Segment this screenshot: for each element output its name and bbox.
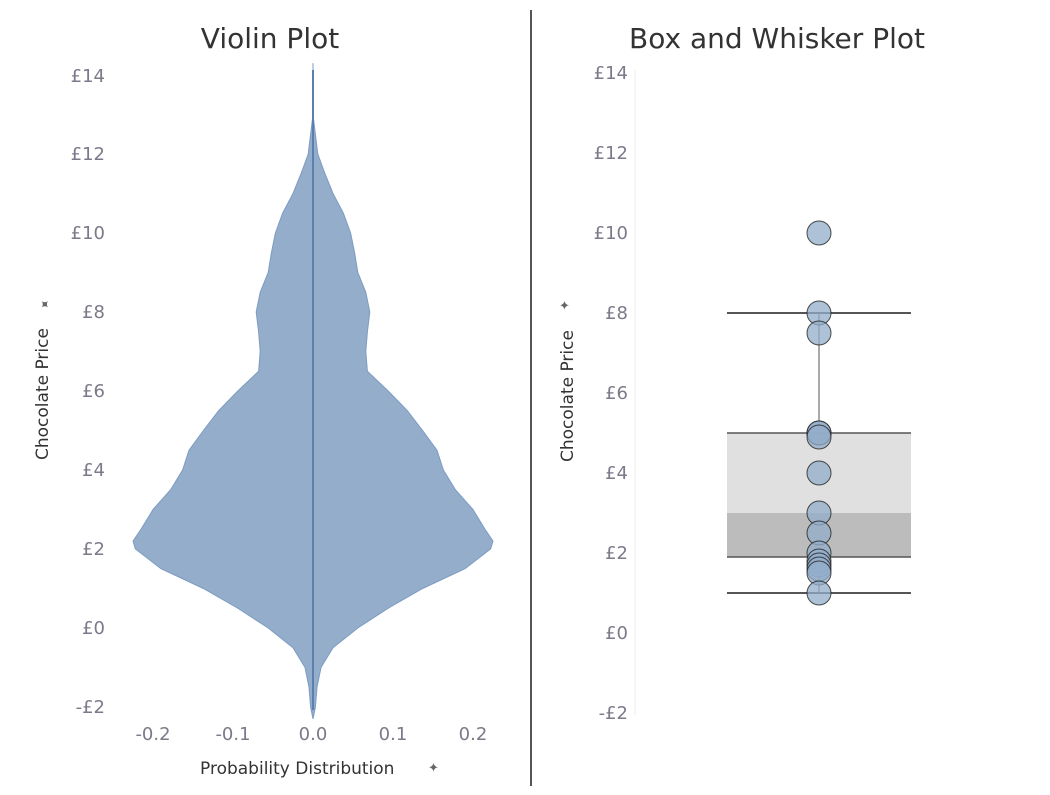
- pin-icon[interactable]: ✦: [559, 299, 570, 314]
- violin-y-axis-label[interactable]: Chocolate Price: [33, 328, 53, 460]
- box-title: Box and Whisker Plot: [629, 22, 925, 55]
- violin-title: Violin Plot: [201, 22, 339, 55]
- y-tick-label: £0: [82, 618, 105, 639]
- data-point[interactable]: [806, 580, 832, 606]
- y-tick-label: £12: [71, 144, 105, 165]
- data-point[interactable]: [806, 220, 832, 246]
- pin-icon[interactable]: ✦: [35, 296, 53, 314]
- y-tick-label: £14: [71, 66, 105, 87]
- x-tick-label: 0.0: [299, 724, 328, 745]
- y-tick-label: £10: [71, 223, 105, 244]
- pin-icon[interactable]: ✦: [428, 761, 439, 776]
- y-tick-label: £10: [594, 223, 628, 244]
- data-point[interactable]: [806, 320, 832, 346]
- data-point[interactable]: [806, 460, 832, 486]
- x-tick-label: 0.1: [379, 724, 408, 745]
- y-tick-label: £12: [594, 143, 628, 164]
- y-tick-label: -£2: [76, 697, 105, 718]
- y-tick-label: £8: [605, 303, 628, 324]
- y-tick-label: £14: [594, 63, 628, 84]
- y-tick-label: £0: [605, 623, 628, 644]
- y-tick-label: £4: [82, 460, 105, 481]
- y-tick-label: -£2: [599, 703, 628, 724]
- x-tick-label: 0.2: [459, 724, 488, 745]
- x-tick-label: -0.1: [215, 724, 250, 745]
- x-tick-label: -0.2: [135, 724, 170, 745]
- y-tick-label: £6: [605, 383, 628, 404]
- y-tick-label: £2: [82, 539, 105, 560]
- y-tick-label: £2: [605, 543, 628, 564]
- box-y-axis-label[interactable]: Chocolate Price: [558, 330, 578, 462]
- y-tick-label: £4: [605, 463, 628, 484]
- violin-x-axis-label[interactable]: Probability Distribution: [200, 759, 394, 779]
- data-point[interactable]: [806, 424, 832, 450]
- y-tick-label: £6: [82, 381, 105, 402]
- y-tick-label: £8: [82, 302, 105, 323]
